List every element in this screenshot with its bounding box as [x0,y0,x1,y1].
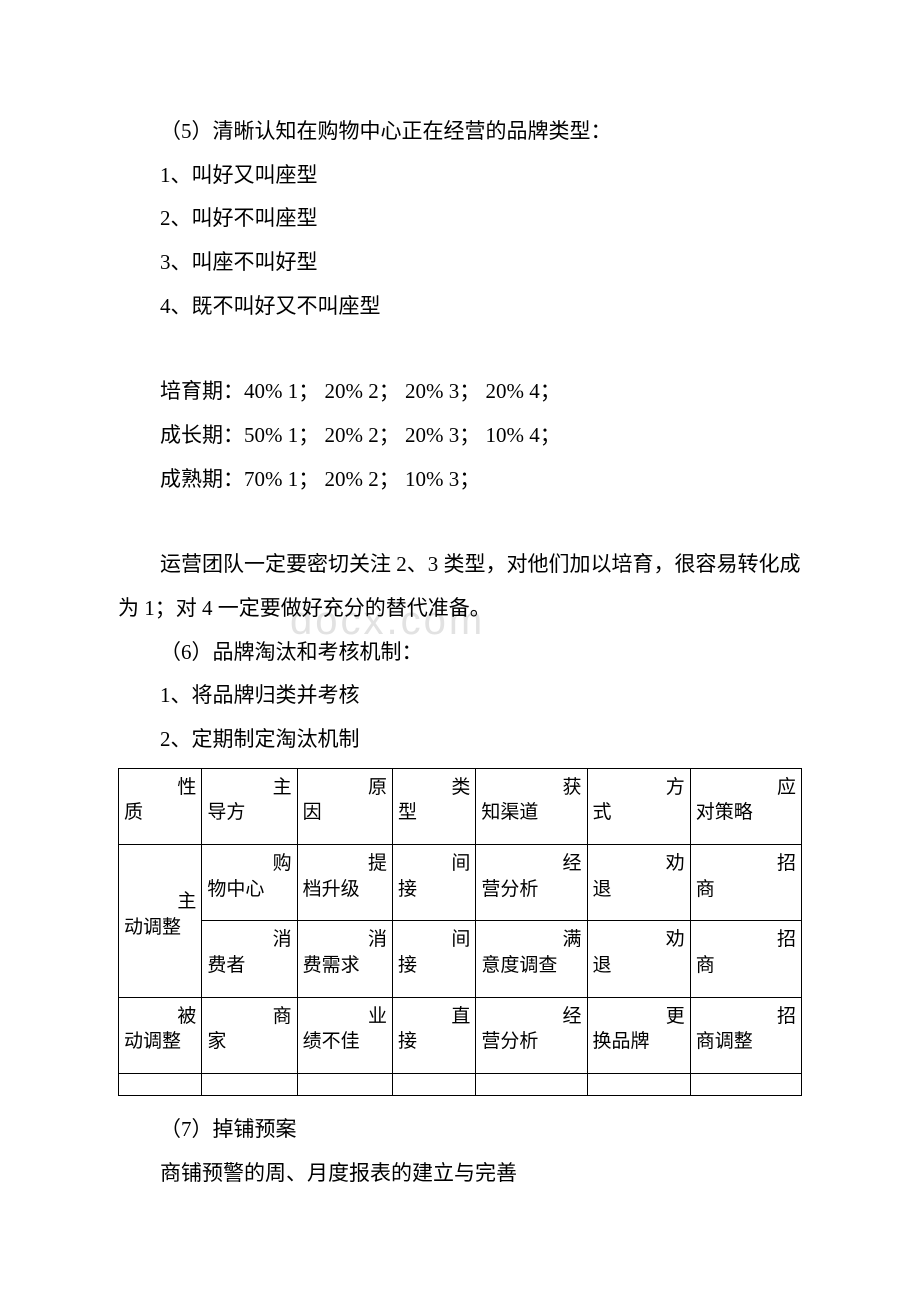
cell: 商家 [202,997,297,1073]
cell: 购物中心 [202,845,297,921]
cell: 招商 [690,921,801,997]
item-5-3: 3、叫座不叫好型 [118,241,802,285]
brand-adjustment-table: 性质 主导方 原因 类型 获知渠道 方式 应对策略 主动调整 购物中心 提档升级… [118,768,802,1096]
item-5-1: 1、叫好又叫座型 [118,154,802,198]
item-5-4: 4、既不叫好又不叫座型 [118,285,802,329]
table-empty-row [119,1073,802,1095]
table-row: 主动调整 购物中心 提档升级 间接 经营分析 劝退 招商 [119,845,802,921]
period-growth: 成长期：50% 1； 20% 2； 20% 3； 10% 4； [118,414,802,458]
cell-active-adjust: 主动调整 [119,845,202,998]
th-strategy: 应对策略 [690,768,801,844]
th-leader: 主导方 [202,768,297,844]
cell: 劝退 [587,921,690,997]
item-6-2: 2、定期制定淘汰机制 [118,718,802,762]
cell: 业绩不佳 [297,997,392,1073]
section-5-title: （5）清晰认知在购物中心正在经营的品牌类型： [118,110,802,154]
cell: 直接 [392,997,475,1073]
item-6-1: 1、将品牌归类并考核 [118,674,802,718]
cell: 招商调整 [690,997,801,1073]
th-method: 方式 [587,768,690,844]
section-7-title: （7）掉铺预案 [118,1108,802,1152]
th-nature: 性质 [119,768,202,844]
item-5-2: 2、叫好不叫座型 [118,197,802,241]
cell: 更换品牌 [587,997,690,1073]
period-incubation: 培育期：40% 1； 20% 2； 20% 3； 20% 4； [118,370,802,414]
cell-passive-adjust: 被动调整 [119,997,202,1073]
cell: 提档升级 [297,845,392,921]
table-row: 消费者 消费需求 间接 满意度调查 劝退 招商 [119,921,802,997]
cell: 经营分析 [476,845,587,921]
th-type: 类型 [392,768,475,844]
table-header-row: 性质 主导方 原因 类型 获知渠道 方式 应对策略 [119,768,802,844]
table-row: 被动调整 商家 业绩不佳 直接 经营分析 更换品牌 招商调整 [119,997,802,1073]
th-reason: 原因 [297,768,392,844]
document-body: （5）清晰认知在购物中心正在经营的品牌类型： 1、叫好又叫座型 2、叫好不叫座型… [118,110,802,1195]
cell: 间接 [392,845,475,921]
cell: 劝退 [587,845,690,921]
section-6-title: （6）品牌淘汰和考核机制： [118,631,802,675]
cell: 消费者 [202,921,297,997]
summary-paragraph: 运营团队一定要密切关注 2、3 类型，对他们加以培育，很容易转化成为 1；对 4… [118,543,802,630]
cell: 经营分析 [476,997,587,1073]
cell: 满意度调查 [476,921,587,997]
period-mature: 成熟期：70% 1； 20% 2； 10% 3； [118,458,802,502]
section-7-body: 商铺预警的周、月度报表的建立与完善 [118,1152,802,1196]
cell: 招商 [690,845,801,921]
th-channel: 获知渠道 [476,768,587,844]
cell: 间接 [392,921,475,997]
cell: 消费需求 [297,921,392,997]
